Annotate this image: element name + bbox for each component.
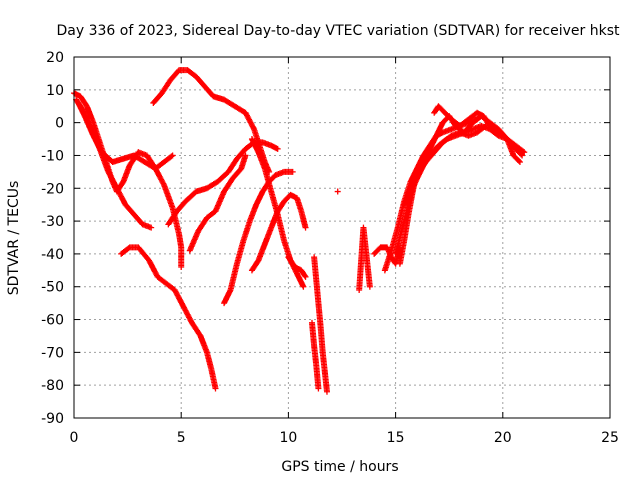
x-tick-label: 25 (601, 430, 619, 446)
marker-track (401, 122, 489, 208)
marker-track (186, 152, 249, 254)
plot-frame (73, 56, 611, 419)
series-track-14 (334, 188, 341, 195)
grid-lines (74, 57, 610, 418)
series-track-11 (285, 254, 309, 280)
marker-track (356, 224, 373, 294)
x-tick-label: 5 (177, 430, 186, 446)
series-track-20 (431, 103, 528, 156)
y-tick-label: -40 (41, 247, 64, 263)
marker-track (311, 254, 330, 395)
chart-title: Day 336 of 2023, Sidereal Day-to-day VTE… (57, 23, 620, 39)
series-track-12 (311, 254, 330, 395)
marker-track (285, 254, 309, 280)
series-track-5 (118, 244, 219, 392)
series-track-7 (186, 152, 249, 254)
marker-track (248, 191, 309, 274)
y-tick-label: 0 (55, 116, 64, 132)
y-tick-label: -20 (41, 181, 64, 197)
data-markers (71, 67, 528, 395)
x-axis-label: GPS time / hours (281, 459, 398, 475)
y-tick-label: -50 (41, 280, 64, 296)
y-tick-label: -10 (41, 148, 64, 164)
series-track-3 (75, 99, 176, 172)
marker-track (75, 99, 176, 172)
y-tick-label: -90 (41, 411, 64, 427)
x-tick-label: 20 (494, 430, 512, 446)
y-axis-label: SDTVAR / TECUs (6, 181, 22, 296)
marker-track (308, 319, 322, 392)
y-tick-label: -30 (41, 214, 64, 230)
marker-track (165, 139, 281, 228)
series-track-21 (401, 122, 489, 208)
series-track-15 (356, 224, 373, 294)
y-tick-label: 20 (46, 50, 64, 66)
marker-track (150, 67, 273, 175)
x-tick-label: 10 (279, 430, 297, 446)
y-tick-label: 10 (46, 83, 64, 99)
axis-ticks: 0 5 10 15 20 25 -90 -80 -70 -60 -50 -40 -30 -20 -10 0 10… (41, 50, 619, 446)
x-tick-label: 0 (70, 430, 79, 446)
y-tick-label: -70 (41, 345, 64, 361)
series-track-13 (308, 319, 322, 392)
series-track-6 (165, 139, 281, 228)
marker-track (334, 188, 341, 195)
marker-track (118, 244, 219, 392)
series-track-10 (248, 191, 309, 274)
y-tick-label: -60 (41, 313, 64, 329)
x-tick-label: 15 (387, 430, 405, 446)
y-tick-label: -80 (41, 378, 64, 394)
marker-track (221, 168, 296, 307)
marker-track (431, 103, 528, 156)
series-track-9 (221, 168, 296, 307)
series-track-4 (150, 67, 273, 175)
